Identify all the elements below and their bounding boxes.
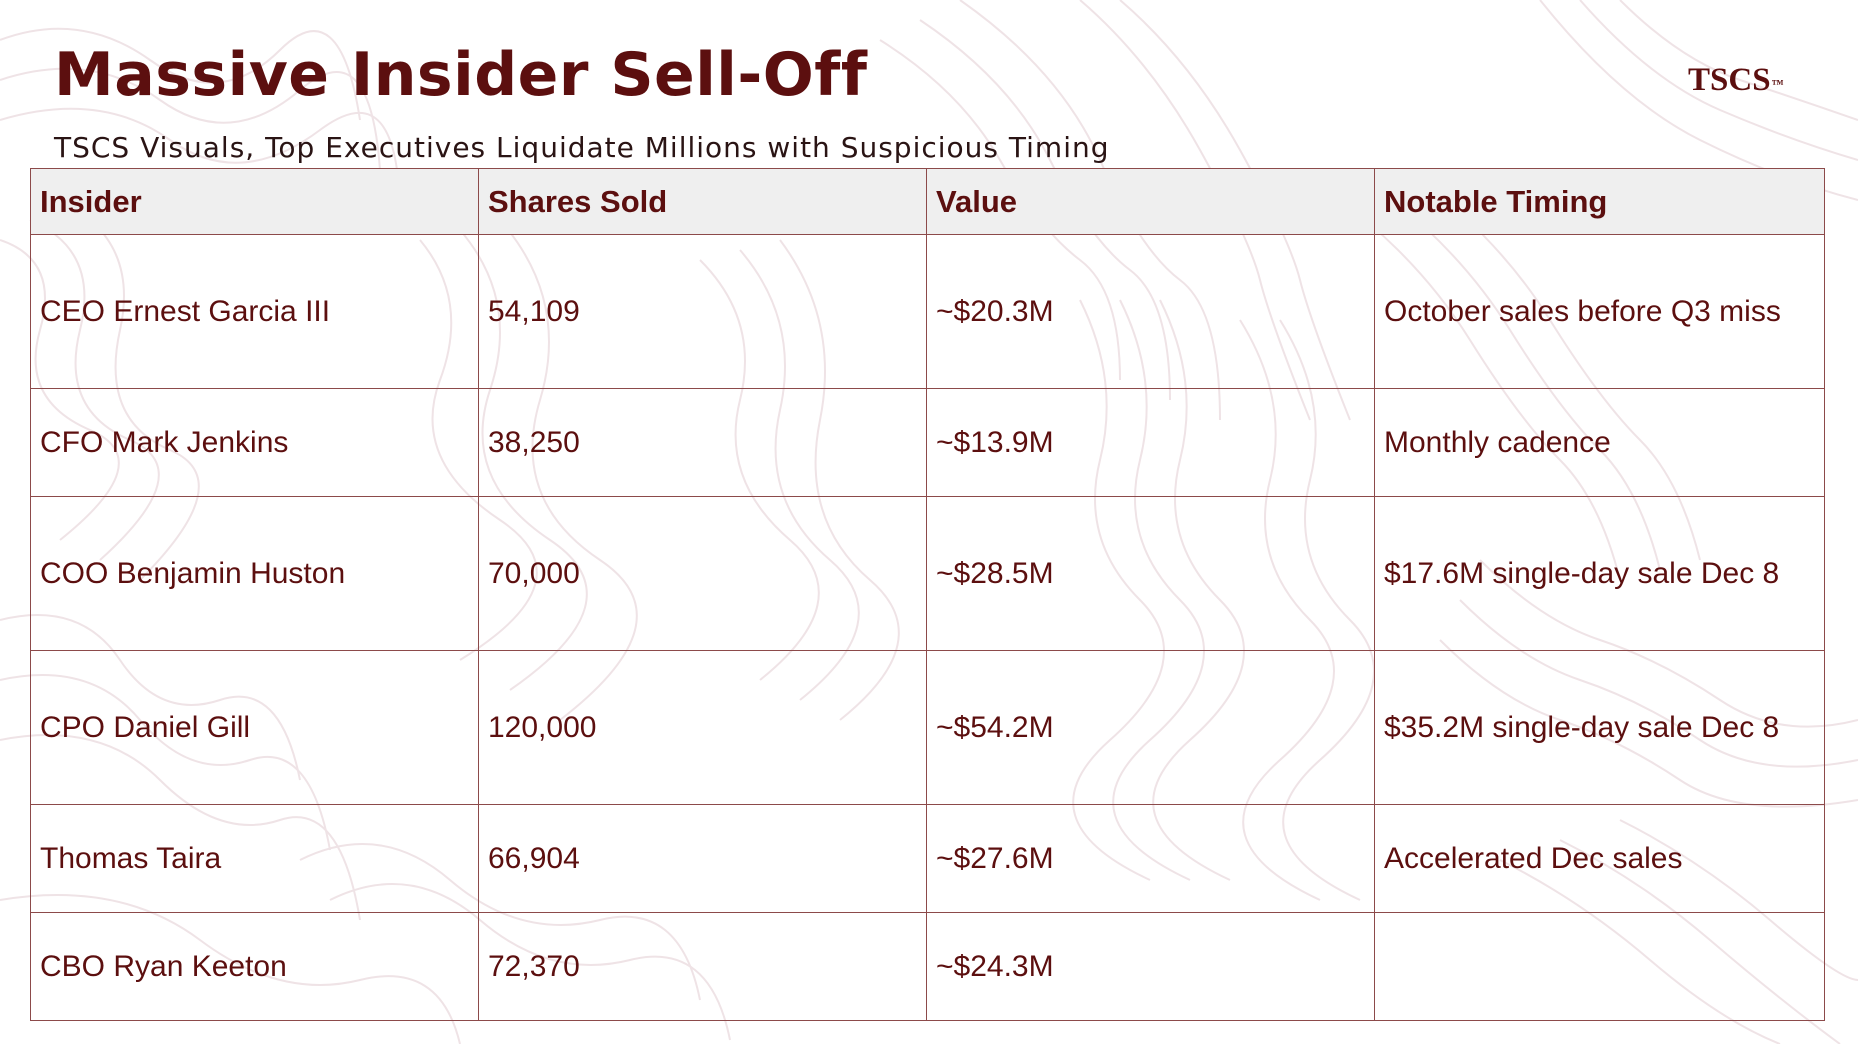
page-subtitle: TSCS Visuals, Top Executives Liquidate M… bbox=[54, 131, 1110, 164]
table-row: Thomas Taira 66,904 ~$27.6M Accelerated … bbox=[30, 804, 1825, 913]
table-row: CFO Mark Jenkins 38,250 ~$13.9M Monthly … bbox=[30, 388, 1825, 497]
cell-shares-sold: 54,109 bbox=[478, 234, 927, 389]
column-header-shares-sold: Shares Sold bbox=[478, 168, 927, 235]
cell-insider: CBO Ryan Keeton bbox=[30, 912, 479, 1021]
cell-notable-timing bbox=[1374, 912, 1825, 1021]
cell-shares-sold: 70,000 bbox=[478, 496, 927, 651]
cell-insider: CFO Mark Jenkins bbox=[30, 388, 479, 497]
trademark-mark: ™ bbox=[1771, 77, 1784, 91]
column-header-value: Value bbox=[926, 168, 1375, 235]
table-row: CBO Ryan Keeton 72,370 ~$24.3M bbox=[30, 912, 1825, 1021]
table-row: COO Benjamin Huston 70,000 ~$28.5M $17.6… bbox=[30, 496, 1825, 651]
table-row: CPO Daniel Gill 120,000 ~$54.2M $35.2M s… bbox=[30, 650, 1825, 805]
cell-notable-timing: $17.6M single-day sale Dec 8 bbox=[1374, 496, 1825, 651]
cell-shares-sold: 38,250 bbox=[478, 388, 927, 497]
page-title: Massive Insider Sell-Off bbox=[54, 40, 868, 110]
table-header-row: Insider Shares Sold Value Notable Timing bbox=[30, 168, 1825, 235]
cell-value: ~$27.6M bbox=[926, 804, 1375, 913]
table-row: CEO Ernest Garcia III 54,109 ~$20.3M Oct… bbox=[30, 234, 1825, 389]
insider-sales-table: Insider Shares Sold Value Notable Timing… bbox=[30, 168, 1825, 1021]
brand-name: TSCS bbox=[1688, 62, 1771, 98]
cell-insider: CPO Daniel Gill bbox=[30, 650, 479, 805]
cell-insider: CEO Ernest Garcia III bbox=[30, 234, 479, 389]
cell-shares-sold: 66,904 bbox=[478, 804, 927, 913]
cell-notable-timing: Accelerated Dec sales bbox=[1374, 804, 1825, 913]
cell-insider: Thomas Taira bbox=[30, 804, 479, 913]
cell-insider: COO Benjamin Huston bbox=[30, 496, 479, 651]
cell-value: ~$54.2M bbox=[926, 650, 1375, 805]
cell-value: ~$24.3M bbox=[926, 912, 1375, 1021]
cell-notable-timing: Monthly cadence bbox=[1374, 388, 1825, 497]
cell-shares-sold: 72,370 bbox=[478, 912, 927, 1021]
cell-notable-timing: October sales before Q3 miss bbox=[1374, 234, 1825, 389]
cell-value: ~$28.5M bbox=[926, 496, 1375, 651]
column-header-insider: Insider bbox=[30, 168, 479, 235]
cell-notable-timing: $35.2M single-day sale Dec 8 bbox=[1374, 650, 1825, 805]
column-header-notable-timing: Notable Timing bbox=[1374, 168, 1825, 235]
brand-logo: TSCS™ bbox=[1688, 60, 1784, 100]
cell-value: ~$20.3M bbox=[926, 234, 1375, 389]
cell-shares-sold: 120,000 bbox=[478, 650, 927, 805]
cell-value: ~$13.9M bbox=[926, 388, 1375, 497]
